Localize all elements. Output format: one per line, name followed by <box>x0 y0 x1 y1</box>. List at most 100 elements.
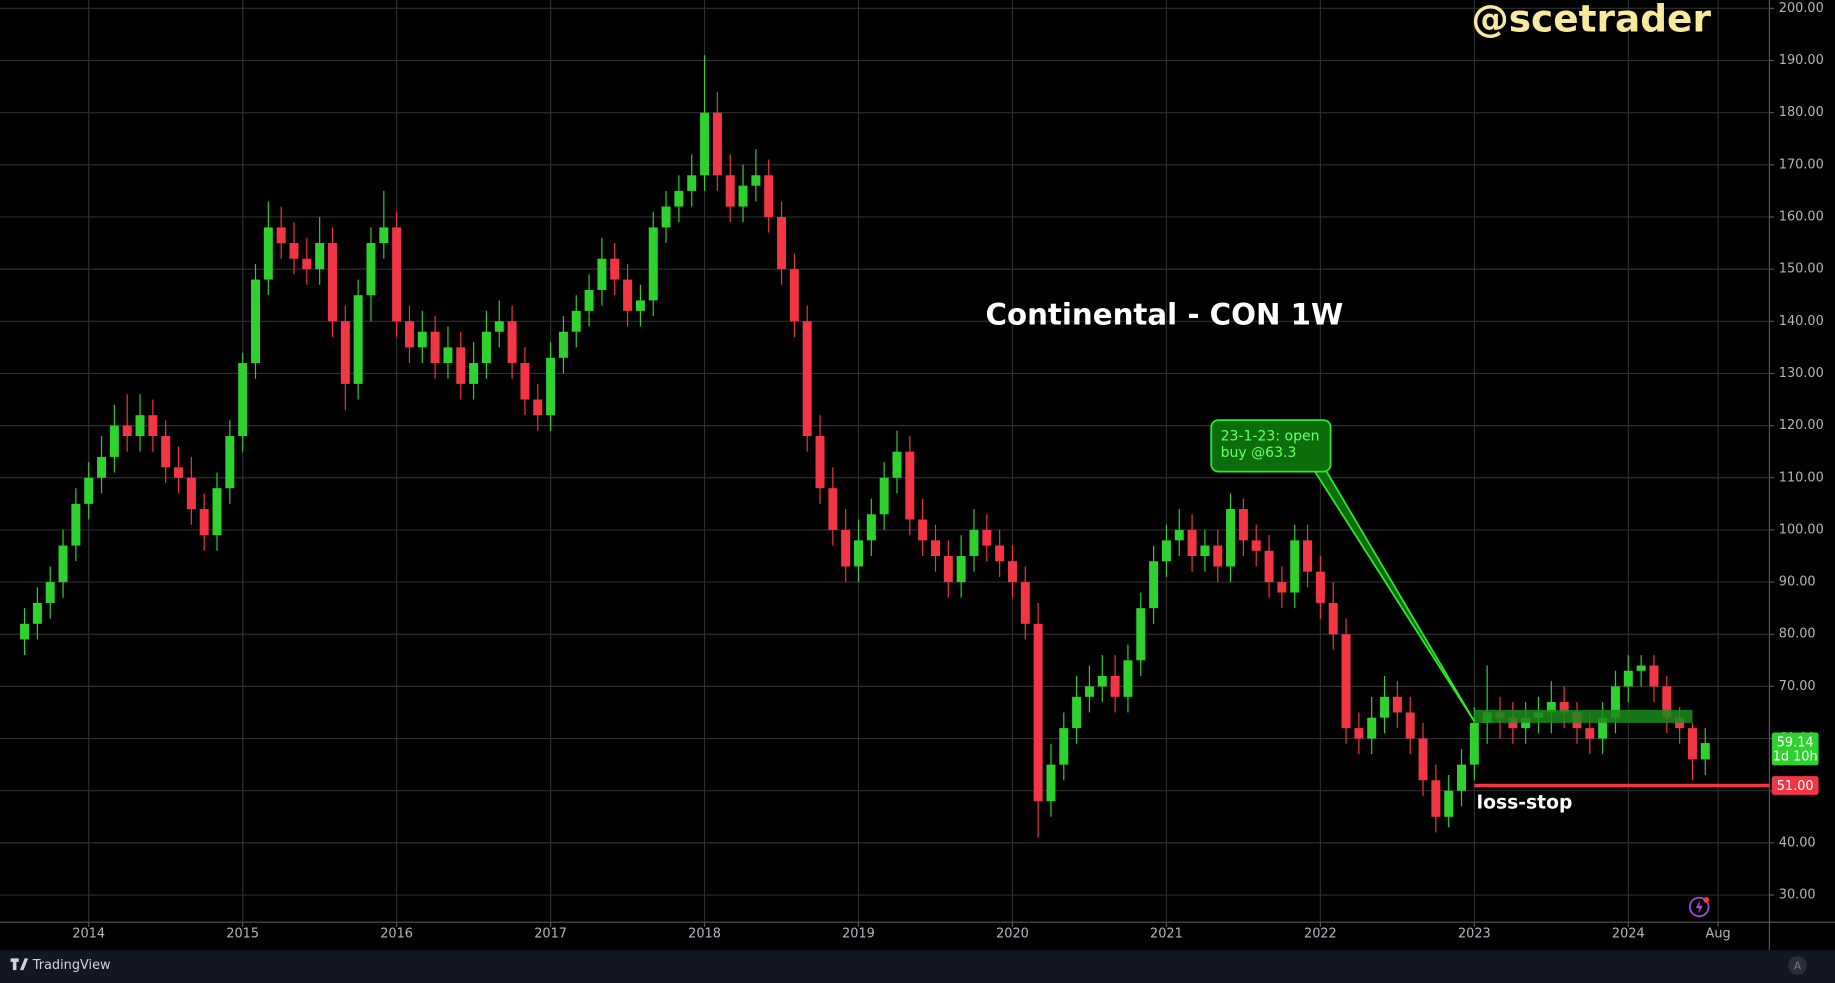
y-tick-label: 30.00 <box>1779 888 1816 903</box>
brand-logo[interactable]: TradingView <box>10 958 111 973</box>
candle-body <box>1187 529 1197 557</box>
candle-body <box>135 415 145 437</box>
candle-body <box>392 227 402 322</box>
candle-body <box>1264 550 1274 583</box>
candle-body <box>84 477 94 504</box>
candle-body <box>802 321 812 437</box>
brand-name: TradingView <box>32 958 111 973</box>
candle-body <box>623 279 633 311</box>
candle-body <box>520 363 530 400</box>
y-tick-label: 100.00 <box>1779 522 1824 537</box>
candle-body <box>969 529 979 557</box>
candle-body <box>32 602 42 624</box>
auto-button[interactable]: A <box>1794 961 1802 973</box>
candle-body <box>1675 717 1685 729</box>
grid <box>0 0 1770 923</box>
candle-body <box>712 112 722 176</box>
candle-body <box>1161 540 1171 562</box>
candle-body <box>366 243 376 296</box>
candle-body <box>956 556 966 583</box>
candle-body <box>45 582 55 603</box>
candle-body <box>1123 660 1133 697</box>
candle-body <box>353 295 363 384</box>
candle-body <box>815 436 825 489</box>
candle-body <box>597 258 607 290</box>
candle-body <box>315 243 325 270</box>
candle-body <box>648 227 658 301</box>
candle-body <box>1585 728 1595 739</box>
candle-body <box>533 399 543 416</box>
candle-body <box>443 347 453 364</box>
candle-body <box>1238 509 1248 541</box>
candle-body <box>1277 582 1287 593</box>
candle-body <box>327 243 337 322</box>
countdown: 1d 10h <box>1773 750 1818 765</box>
candle-body <box>507 321 517 364</box>
callout-text: buy @63.3 <box>1221 445 1297 461</box>
candle-body <box>905 451 915 520</box>
candle-body <box>1200 545 1210 557</box>
candle-body <box>1559 702 1569 713</box>
candle-body <box>1662 686 1672 718</box>
candle-body <box>174 467 184 478</box>
y-tick-label: 110.00 <box>1779 470 1824 485</box>
candle-body <box>97 456 107 478</box>
candle-body <box>1033 623 1043 802</box>
candle-body <box>854 540 864 567</box>
y-tick-label: 130.00 <box>1779 366 1824 381</box>
candle-body <box>1687 728 1697 760</box>
candle-body <box>982 529 992 546</box>
callout-box <box>1210 419 1332 473</box>
candle-body <box>404 321 414 348</box>
candle-body <box>58 545 68 583</box>
candle-body <box>1007 561 1017 583</box>
last-price: 59.14 <box>1777 736 1814 751</box>
candle-body <box>71 503 81 546</box>
candle-body <box>417 331 427 348</box>
y-tick-label: 150.00 <box>1779 262 1824 277</box>
candle-body <box>212 488 222 536</box>
candle-body <box>1405 712 1415 739</box>
candle-body <box>251 279 260 364</box>
watermark: @scetrader <box>1471 0 1711 41</box>
candle-body <box>584 289 594 311</box>
entry-zone <box>1474 709 1693 723</box>
alert-dot <box>1703 896 1710 903</box>
auto-button-bg[interactable] <box>1788 956 1807 975</box>
candle-body <box>1521 717 1531 729</box>
candle-body <box>1020 582 1030 624</box>
candle-body <box>571 310 581 332</box>
callout-text: 23-1-23: open <box>1221 428 1320 444</box>
candle-body <box>1136 608 1146 661</box>
candle-body <box>1174 529 1184 541</box>
x-tick-label: 2014 <box>72 926 105 941</box>
candle-body <box>289 243 299 259</box>
candle-body <box>148 415 158 437</box>
x-tick-label: 2015 <box>226 926 259 941</box>
y-tick-label: 200.00 <box>1779 1 1824 16</box>
candle-body <box>1149 561 1159 609</box>
candle-body <box>738 185 748 207</box>
candle-body <box>1251 540 1261 551</box>
candle-body <box>122 425 132 437</box>
candle-body <box>161 436 171 468</box>
alert-icon[interactable] <box>1688 896 1710 918</box>
alert-bolt <box>1695 899 1703 914</box>
candle-body <box>302 258 312 270</box>
candle-body <box>725 175 735 207</box>
candle-body <box>1700 743 1710 760</box>
alert-circle <box>1688 896 1710 918</box>
candle-body <box>456 347 466 384</box>
candle-body <box>1315 571 1325 603</box>
candle-body <box>199 509 209 536</box>
candle-body <box>1059 728 1069 765</box>
candle-body <box>20 623 30 640</box>
candle-body <box>943 556 953 583</box>
candle-body <box>1392 696 1402 713</box>
candle-body <box>238 363 248 437</box>
chart-title: Continental - CON 1W <box>986 297 1344 331</box>
x-tick-label: 2019 <box>842 926 875 941</box>
x-tick-label: 2021 <box>1150 926 1183 941</box>
